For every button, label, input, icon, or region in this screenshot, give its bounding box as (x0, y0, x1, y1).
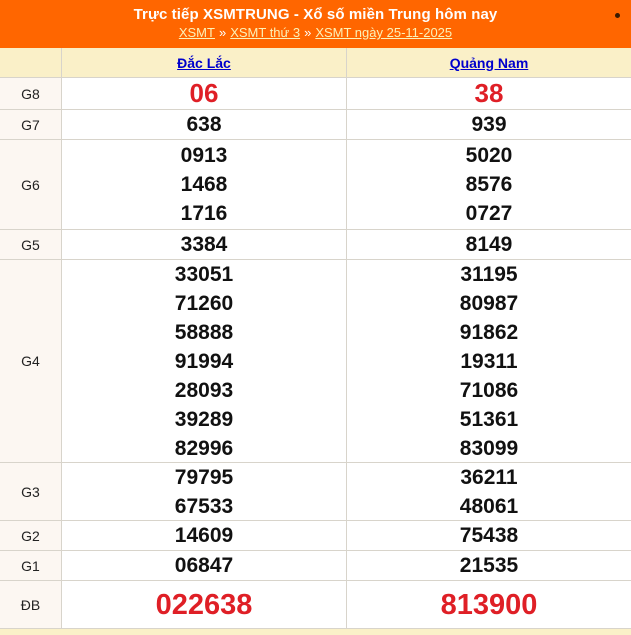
prize-label-g3: G3 (0, 463, 62, 520)
page-header: Trực tiếp XSMTRUNG - Xổ số miền Trung hô… (0, 0, 631, 48)
prize-label-g8: G8 (0, 78, 62, 109)
result-cell-g2-col2: 75438 (347, 521, 631, 550)
prize-row-g4: G4 33051 71260 58888 91994 28093 39289 82996 311… (0, 260, 631, 463)
result-number: 75438 (459, 524, 519, 547)
result-cell-g8-col1: 06 (62, 78, 347, 109)
result-cell-g4-col2: 31195 80987 91862 19311 71086 51361 83099 (347, 260, 631, 462)
result-number: 48061 (459, 494, 519, 518)
bottom-strip (0, 629, 631, 635)
result-number: 3384 (180, 233, 228, 256)
prize-row-g3: G3 79795 67533 36211 48061 (0, 463, 631, 521)
prize-row-db: ĐB 022638 813900 (0, 581, 631, 629)
result-number: 80987 (459, 291, 519, 315)
breadcrumb-link-xsmt[interactable]: XSMT (178, 25, 215, 40)
result-number: 38 (474, 78, 504, 108)
result-number: 1716 (180, 202, 228, 225)
result-number: 79795 (174, 465, 234, 489)
results-table: Đắc Lắc Quảng Nam G8 06 38 G7 638 939 G6 0913 14… (0, 48, 631, 629)
prize-row-g8: G8 06 38 (0, 78, 631, 110)
result-number: 71086 (459, 378, 519, 402)
prize-label-g5: G5 (0, 230, 62, 259)
result-number: 21535 (459, 554, 519, 577)
result-cell-g5-col2: 8149 (347, 230, 631, 259)
prize-label-g2: G2 (0, 521, 62, 550)
result-cell-g3-col2: 36211 48061 (347, 463, 631, 520)
prize-row-g6: G6 0913 1468 1716 5020 8576 0727 (0, 140, 631, 230)
result-cell-g5-col1: 3384 (62, 230, 347, 259)
prize-row-g5: G5 3384 8149 (0, 230, 631, 260)
prize-row-g2: G2 14609 75438 (0, 521, 631, 551)
result-cell-g1-col1: 06847 (62, 551, 347, 580)
result-cell-g6-col1: 0913 1468 1716 (62, 140, 347, 229)
column-header-row: Đắc Lắc Quảng Nam (0, 48, 631, 78)
result-number: 813900 (440, 588, 538, 621)
prize-label-g6: G6 (0, 140, 62, 229)
breadcrumb: XSMT» XSMT thứ 3» XSMT ngày 25-11-2025 (0, 24, 631, 42)
station-column-quang-nam: Quảng Nam (347, 48, 631, 77)
result-number: 91862 (459, 320, 519, 344)
result-cell-db-col1: 022638 (62, 581, 347, 628)
breadcrumb-separator: » (304, 25, 312, 40)
prize-row-g1: G1 06847 21535 (0, 551, 631, 581)
result-number: 0913 (180, 144, 228, 167)
result-number: 31195 (460, 262, 518, 286)
result-number: 36211 (460, 465, 518, 489)
breadcrumb-link-xsmt-date[interactable]: XSMT ngày 25-11-2025 (315, 25, 453, 40)
result-number: 1468 (180, 173, 228, 196)
result-cell-g3-col1: 79795 67533 (62, 463, 347, 520)
result-number: 5020 (465, 144, 513, 167)
breadcrumb-separator: » (218, 25, 227, 40)
result-number: 67533 (174, 494, 234, 518)
result-cell-g7-col2: 939 (347, 110, 631, 139)
result-cell-g7-col1: 638 (62, 110, 347, 139)
prize-label-g7: G7 (0, 110, 62, 139)
result-number: 83099 (459, 436, 519, 460)
result-cell-db-col2: 813900 (347, 581, 631, 628)
result-number: 39289 (174, 407, 234, 431)
result-number: 28093 (174, 378, 234, 402)
result-cell-g4-col1: 33051 71260 58888 91994 28093 39289 82996 (62, 260, 347, 462)
result-number: 8149 (465, 233, 513, 256)
station-link-quang-nam[interactable]: Quảng Nam (449, 54, 529, 71)
prize-label-db: ĐB (0, 581, 62, 628)
result-cell-g2-col1: 14609 (62, 521, 347, 550)
result-number: 91994 (174, 349, 234, 373)
result-number: 58888 (174, 320, 234, 344)
result-number: 14609 (174, 524, 234, 547)
result-number: 0727 (465, 202, 513, 225)
prize-column-header (0, 48, 62, 77)
result-number: 022638 (155, 588, 253, 621)
result-number: 82996 (174, 436, 234, 460)
result-number: 8576 (465, 173, 513, 196)
result-number: 939 (471, 113, 507, 136)
station-link-dac-lac[interactable]: Đắc Lắc (177, 54, 231, 71)
breadcrumb-link-xsmt-thu-3[interactable]: XSMT thứ 3 (230, 25, 301, 40)
result-number: 19311 (460, 349, 518, 373)
prize-row-g7: G7 638 939 (0, 110, 631, 140)
result-number: 06847 (174, 554, 234, 577)
prize-label-g1: G1 (0, 551, 62, 580)
result-number: 71260 (174, 291, 234, 315)
page-title: Trực tiếp XSMTRUNG - Xổ số miền Trung hô… (133, 6, 498, 23)
result-number: 06 (189, 78, 219, 108)
result-cell-g8-col2: 38 (347, 78, 631, 109)
result-cell-g6-col2: 5020 8576 0727 (347, 140, 631, 229)
result-number: 51361 (459, 407, 519, 431)
station-column-dac-lac: Đắc Lắc (62, 48, 347, 77)
result-number: 638 (186, 113, 222, 136)
header-dot-icon (615, 13, 620, 18)
prize-label-g4: G4 (0, 260, 62, 462)
result-cell-g1-col2: 21535 (347, 551, 631, 580)
result-number: 33051 (174, 262, 234, 286)
